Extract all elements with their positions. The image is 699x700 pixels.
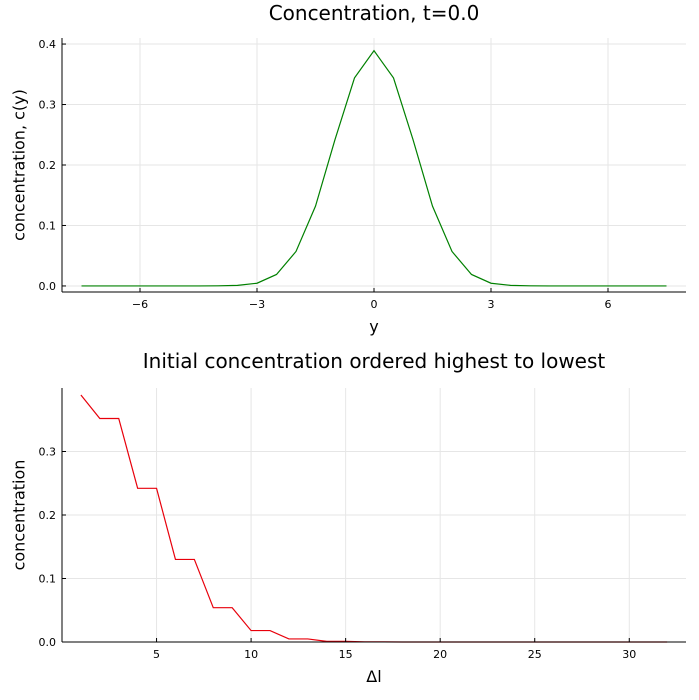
x-ticks-bottom: 5 10 15 20 25 30: [153, 638, 636, 661]
y-tick-label-top: 0.3: [39, 99, 57, 112]
x-tick-label-bottom: 10: [244, 648, 258, 661]
series-line-bottom: [80, 394, 668, 643]
x-tick-label-bottom: 5: [153, 648, 160, 661]
y-tick-label-bottom: 0.3: [39, 446, 57, 459]
x-axis-label-top: y: [369, 317, 378, 336]
chart-title-top: Concentration, t=0.0: [269, 1, 480, 25]
y-tick-label-bottom: 0.2: [39, 509, 57, 522]
y-tick-label-bottom: 0.1: [39, 573, 57, 586]
grid-bottom: [62, 388, 686, 643]
x-tick-label-bottom: 20: [433, 648, 447, 661]
y-ticks-bottom: 0.0 0.1 0.2 0.3: [39, 446, 66, 649]
x-tick-label-top: 3: [488, 298, 495, 311]
x-axis-label-bottom: Δl: [366, 667, 381, 686]
y-ticks-top: 0.0 0.1 0.2 0.3 0.4: [39, 38, 66, 293]
grid-top: [62, 38, 686, 292]
y-tick-label-top: 0.4: [39, 38, 57, 51]
x-tick-label-bottom: 15: [339, 648, 353, 661]
x-tick-label-top: 6: [605, 298, 612, 311]
chart-ordered-concentration: 5 10 15 20 25 30 0.0 0.1 0.2 0.3 Initial concent…: [10, 349, 686, 686]
y-tick-label-bottom: 0.0: [39, 636, 57, 649]
y-tick-label-top: 0.0: [39, 280, 57, 293]
y-tick-label-top: 0.2: [39, 159, 57, 172]
x-tick-label-bottom: 30: [622, 648, 636, 661]
x-tick-label-top: −6: [132, 298, 148, 311]
chart-concentration: −6 −3 0 3 6 0.0 0.1 0.2 0.3 0.4 Concentration, t…: [10, 1, 686, 336]
x-tick-label-top: −3: [249, 298, 265, 311]
series-line-top: [81, 49, 667, 287]
y-axis-label-bottom: concentration: [10, 460, 29, 571]
chart-title-bottom: Initial concentration ordered highest to…: [143, 349, 606, 373]
y-axis-label-top: concentration, c(y): [10, 89, 29, 241]
x-ticks-top: −6 −3 0 3 6: [132, 288, 612, 311]
y-tick-label-top: 0.1: [39, 219, 57, 232]
x-tick-label-top: 0: [371, 298, 378, 311]
x-tick-label-bottom: 25: [528, 648, 542, 661]
